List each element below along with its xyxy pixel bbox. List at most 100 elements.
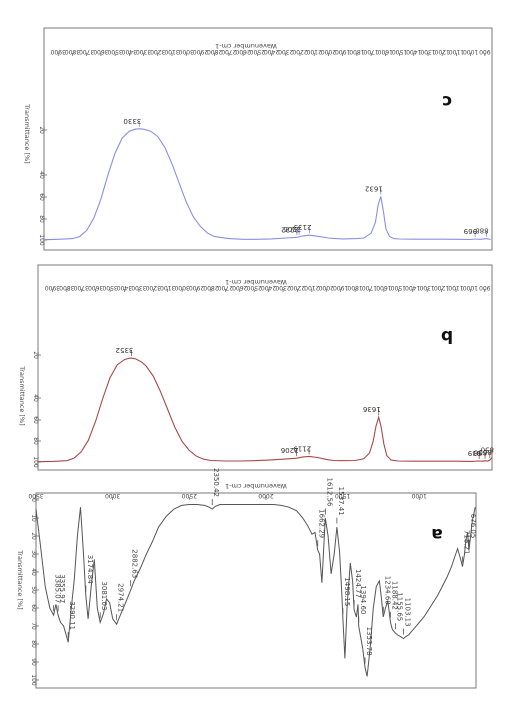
- x-tick-label: 3100: [164, 48, 179, 55]
- x-tick-label: 3000: [174, 284, 189, 291]
- x-tick-label: 1000: [411, 492, 426, 499]
- x-tick-label: 3500: [107, 48, 122, 55]
- x-tick-label: 1500: [391, 284, 406, 291]
- x-tick-label: 1200: [434, 284, 449, 291]
- panel-b-label: b: [441, 326, 453, 346]
- y-tick-label: 80: [32, 437, 39, 445]
- peak-label: 2222: [281, 225, 299, 233]
- peak-label: 3355.97: [58, 574, 66, 603]
- y-tick-label: 60: [38, 193, 45, 201]
- x-tick-label: 3500: [102, 284, 117, 291]
- peak-label: 2206: [280, 446, 298, 454]
- y-tick-label: 10: [30, 514, 37, 522]
- x-tick-label: 1900: [333, 284, 348, 291]
- x-tick-label: 3000: [178, 48, 193, 55]
- peak-label: 3290.11: [68, 601, 76, 630]
- x-tick-label: 3200: [145, 284, 160, 291]
- peak-label: 3352: [116, 346, 134, 354]
- x-tick-label: 2000: [318, 284, 333, 291]
- x-tick-label: 3800: [59, 284, 74, 291]
- y-tick-label: 50: [30, 586, 37, 594]
- x-tick-label: 2400: [264, 48, 279, 55]
- y-tick-label: 40: [32, 394, 39, 402]
- x-tick-label: 2100: [304, 284, 319, 291]
- x-tick-label: 1300: [420, 48, 435, 55]
- x-tick-label: 2000: [321, 48, 336, 55]
- x-tick-label: 2200: [290, 284, 305, 291]
- panel-b-spectrum-line: [37, 357, 493, 463]
- x-tick-label: 1600: [376, 284, 391, 291]
- peak-label: 865: [478, 448, 491, 456]
- y-tick-label: 100: [32, 456, 39, 468]
- panel-c-frame: [43, 27, 493, 251]
- x-tick-label: 2600: [232, 284, 247, 291]
- x-tick-label: 3500: [28, 492, 43, 499]
- x-tick-label: 3900: [50, 48, 65, 55]
- peak-label: 888: [475, 227, 488, 235]
- y-tick-label: 80: [30, 640, 37, 648]
- x-tick-label: 3700: [79, 48, 94, 55]
- peak-label: 1234.60: [383, 576, 391, 605]
- x-tick-label: 1100: [448, 284, 463, 291]
- y-tick-label: 70: [30, 622, 37, 630]
- peak-label: 2974.21: [117, 583, 125, 612]
- peak-label: 718.21: [462, 530, 470, 555]
- x-tick-label: 1000: [463, 284, 478, 291]
- y-tick-label: 40: [38, 171, 45, 179]
- x-tick-label: 2700: [221, 48, 236, 55]
- peak-label: 2350.42: [212, 468, 220, 497]
- x-tick-label: 2200: [292, 48, 307, 55]
- x-tick-label: 1400: [406, 48, 421, 55]
- peak-label: 939: [468, 449, 481, 457]
- peak-label: 1662.29: [318, 509, 326, 538]
- peak-label: 1612.56: [325, 477, 333, 506]
- x-tick-label: 2800: [207, 48, 222, 55]
- peak-label: 1188.42: [390, 581, 398, 610]
- peak-label: 969: [464, 227, 477, 235]
- x-tick-label: 3100: [160, 284, 175, 291]
- y-tick-label: 80: [38, 215, 45, 223]
- x-tick-label: 1900: [335, 48, 350, 55]
- peak-label: 676.05: [469, 514, 477, 539]
- spectrum-panel-a: 3500 3000 2500 2000 1500 1000 100908070605040…: [16, 468, 477, 689]
- peak-label: 3081.03: [100, 581, 108, 610]
- x-tick-label: 2600: [235, 48, 250, 55]
- x-tick-label: 1600: [378, 48, 393, 55]
- y-tick-label: 20: [32, 351, 39, 359]
- panel-b-y-ticks: 100 80 60 40 20: [32, 351, 41, 468]
- peak-label: 2119: [293, 444, 311, 452]
- x-tick-label: 3400: [122, 48, 137, 55]
- panel-a-x-ticks: 3500 3000 2500 2000 1500 1000: [28, 492, 427, 500]
- panel-c-y-ticks: 100 80 60 40 20: [38, 126, 47, 246]
- y-tick-label: 20: [30, 532, 37, 540]
- y-tick-label: 60: [30, 604, 37, 612]
- peak-label: 1155.65: [395, 592, 403, 621]
- x-tick-label: 2400: [261, 284, 276, 291]
- panel-b-frame: [37, 264, 493, 471]
- panel-b-ylabel: Transmittance [%]: [18, 365, 26, 425]
- x-tick-label: 3400: [117, 284, 132, 291]
- x-tick-label: 2800: [203, 284, 218, 291]
- panel-b-xlabel: Wavenumber cm-1: [225, 278, 287, 286]
- panel-c-xlabel: Wavenumber cm-1: [215, 42, 277, 50]
- spectrum-panel-b: 3900 3800 3700 3600 3500 3400 3300 3200 3100 3000…: [18, 264, 494, 471]
- y-tick-label: 90: [30, 658, 37, 666]
- x-tick-label: 3800: [65, 48, 80, 55]
- x-tick-label: 1200: [434, 48, 449, 55]
- peak-label: 3385.07: [54, 574, 62, 603]
- peak-label: 1537.41: [337, 487, 345, 516]
- peak-label: 1103.13: [403, 598, 411, 627]
- peak-label: 1353.78: [365, 627, 373, 656]
- peak-label: 1424.77: [354, 569, 362, 598]
- x-tick-label: 900: [479, 284, 491, 291]
- x-tick-label: 2700: [218, 284, 233, 291]
- x-tick-label: 3600: [88, 284, 103, 291]
- peak-label: 2133: [294, 223, 312, 231]
- x-tick-label: 1500: [392, 48, 407, 55]
- panel-a-label: a: [431, 524, 442, 544]
- peak-label: 1636: [362, 405, 380, 413]
- y-tick-label: 30: [30, 550, 37, 558]
